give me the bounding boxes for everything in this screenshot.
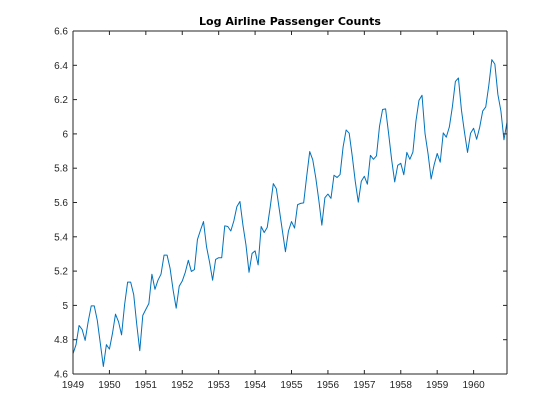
chart-title: Log Airline Passenger Counts [199, 15, 381, 28]
y-tick-label: 5.6 [54, 198, 68, 209]
series-line-0 [72, 59, 508, 367]
x-tick-label: 1955 [280, 380, 303, 391]
x-tick-label: 1957 [353, 380, 376, 391]
y-tick-label: 4.8 [54, 335, 68, 346]
y-tick-label: 6 [62, 129, 68, 140]
x-tick-label: 1953 [208, 380, 231, 391]
x-tick-label: 1949 [62, 380, 85, 391]
x-tick-label: 1952 [171, 380, 194, 391]
x-tick-label: 1954 [244, 380, 267, 391]
x-tick-label: 1951 [135, 380, 158, 391]
x-tick-label: 1950 [98, 380, 121, 391]
y-tick-label: 4.6 [54, 370, 68, 381]
y-tick-label: 6.4 [54, 61, 68, 72]
y-tick-label: 5.8 [54, 164, 68, 175]
y-axis: 4.6 4.8 5 5.2 5.4 5.6 5.8 6 6.2 6.4 6.6 [54, 27, 507, 381]
series-layer [72, 59, 508, 367]
y-tick-label: 6.2 [54, 95, 68, 106]
x-tick-label: 1959 [426, 380, 449, 391]
x-tick-label: 1956 [317, 380, 340, 391]
y-tick-label: 5 [62, 301, 68, 312]
x-axis: 1949 1950 1951 1952 1953 1954 1955 1956 1957 1958… [62, 31, 485, 391]
y-tick-label: 5.4 [54, 232, 68, 243]
y-tick-label: 5.2 [54, 267, 68, 278]
x-tick-label: 1960 [462, 380, 485, 391]
x-tick-label: 1958 [390, 380, 413, 391]
plot-area [73, 31, 507, 374]
y-tick-label: 6.6 [54, 27, 68, 38]
